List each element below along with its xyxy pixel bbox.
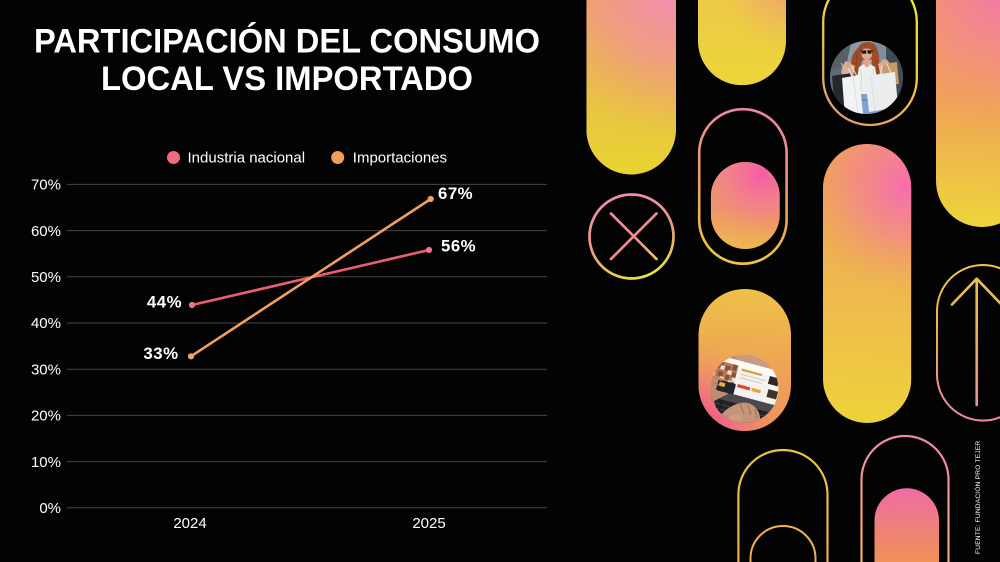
svg-text:LOCAL VS IMPORTADO: LOCAL VS IMPORTADO bbox=[101, 60, 473, 98]
svg-text:70%: 70% bbox=[31, 177, 61, 194]
svg-text:2025: 2025 bbox=[412, 515, 445, 532]
svg-text:56%: 56% bbox=[441, 237, 476, 256]
svg-text:50%: 50% bbox=[31, 269, 61, 286]
svg-text:FUENTE: FUNDACIÓN PRO TEJER: FUENTE: FUNDACIÓN PRO TEJER bbox=[973, 441, 982, 554]
svg-text:PARTICIPACIÓN DEL CONSUMO: PARTICIPACIÓN DEL CONSUMO bbox=[34, 21, 540, 61]
svg-text:60%: 60% bbox=[31, 223, 61, 240]
svg-text:30%: 30% bbox=[31, 361, 61, 378]
svg-text:0%: 0% bbox=[39, 500, 61, 517]
svg-text:67%: 67% bbox=[438, 184, 473, 203]
svg-text:Importaciones: Importaciones bbox=[353, 150, 447, 167]
svg-text:Industria nacional: Industria nacional bbox=[188, 150, 306, 167]
svg-text:44%: 44% bbox=[147, 293, 182, 312]
svg-text:2024: 2024 bbox=[173, 515, 206, 532]
svg-text:10%: 10% bbox=[31, 454, 61, 471]
svg-text:20%: 20% bbox=[31, 408, 61, 425]
svg-text:40%: 40% bbox=[31, 315, 61, 332]
svg-text:33%: 33% bbox=[143, 344, 178, 363]
